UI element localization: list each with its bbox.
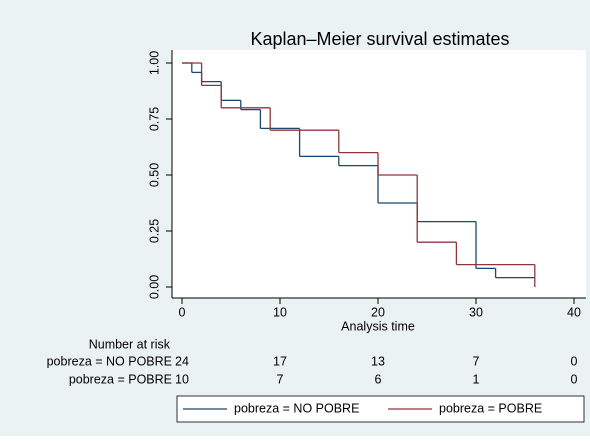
chart-title: Kaplan–Meier survival estimates [250,29,509,49]
legend-label: pobreza = NO POBRE [234,401,359,415]
risk-count: 10 [175,372,189,386]
risk-count: 7 [277,372,284,386]
x-tick-label: 30 [469,305,483,319]
y-tick-label: 1.00 [147,51,161,75]
x-tick-label: 0 [179,305,186,319]
y-tick-label: 0.25 [147,219,161,243]
risk-row-label: pobreza = POBRE [69,372,172,386]
risk-row-label: pobreza = NO POBRE [47,354,172,368]
plot-area [172,50,586,298]
risk-count: 17 [273,354,287,368]
x-tick-label: 10 [273,305,287,319]
x-tick-label: 20 [371,305,385,319]
risk-count: 0 [571,372,578,386]
y-tick-label: 0.00 [147,275,161,299]
y-tick-label: 0.50 [147,163,161,187]
risk-count: 24 [175,354,189,368]
risk-count: 0 [571,354,578,368]
legend-label: pobreza = POBRE [439,401,542,415]
x-axis-label: Analysis time [341,319,415,333]
risk-count: 1 [473,372,480,386]
risk-count: 6 [375,372,382,386]
risk-count: 13 [371,354,385,368]
y-tick-label: 0.75 [147,107,161,131]
x-tick-label: 40 [567,305,581,319]
risk-count: 7 [473,354,480,368]
risk-table-title: Number at risk [89,337,171,351]
legend [176,395,585,423]
